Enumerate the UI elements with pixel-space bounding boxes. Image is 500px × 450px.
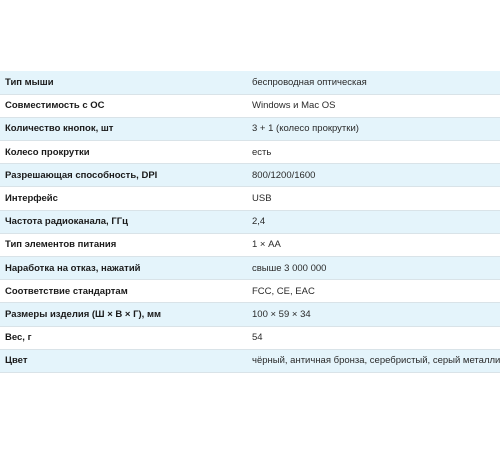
spec-value: USB [252,186,500,211]
spec-row-mouse-type: Тип мыши беспроводная оптическая [0,71,500,95]
spec-name: Частота радиоканала, ГГц [0,210,252,234]
spec-row-standards: Соответствие стандартам FCC, CE, EAC [0,279,500,304]
spec-row-radio-frequency: Частота радиоканала, ГГц 2,4 [0,210,500,234]
spec-name: Количество кнопок, шт [0,117,252,142]
spec-name: Размеры изделия (Ш × В × Г), мм [0,302,252,327]
spec-name: Соответствие стандартам [0,279,252,304]
spec-row-interface: Интерфейс USB [0,186,500,211]
spec-value: 800/1200/1600 [252,163,500,188]
specifications-table: Тип мыши беспроводная оптическая Совмест… [0,71,500,373]
spec-row-battery-type: Тип элементов питания 1 × АА [0,233,500,258]
specifications-body: Тип мыши беспроводная оптическая Совмест… [0,71,500,373]
spec-name: Разрешающая способность, DPI [0,163,252,188]
spec-value: FCC, CE, EAC [252,279,500,304]
spec-name: Совместимость с ОС [0,94,252,118]
spec-value: 1 × АА [252,233,500,258]
spec-row-weight: Вес, г 54 [0,326,500,350]
spec-name: Тип элементов питания [0,233,252,258]
spec-row-mtbf: Наработка на отказ, нажатий свыше 3 000 … [0,256,500,281]
spec-value: 2,4 [252,210,500,234]
spec-value: чёрный, античная бронза, серебристый, се… [252,349,500,373]
spec-row-button-count: Количество кнопок, шт 3 + 1 (колесо прок… [0,117,500,142]
spec-name: Колесо прокрутки [0,140,252,165]
spec-value: есть [252,140,500,165]
spec-name: Цвет [0,349,252,373]
spec-row-os-compatibility: Совместимость с ОС Windows и Mac OS [0,94,500,118]
spec-row-color: Цвет чёрный, античная бронза, серебристы… [0,349,500,373]
spec-name: Интерфейс [0,186,252,211]
spec-value: Windows и Mac OS [252,94,500,118]
spec-value: свыше 3 000 000 [252,256,500,281]
spec-name: Тип мыши [0,71,252,95]
spec-value: беспроводная оптическая [252,71,500,95]
spec-value: 3 + 1 (колесо прокрутки) [252,117,500,142]
spec-row-resolution: Разрешающая способность, DPI 800/1200/16… [0,163,500,188]
spec-value: 100 × 59 × 34 [252,302,500,327]
spec-name: Наработка на отказ, нажатий [0,256,252,281]
spec-row-scroll-wheel: Колесо прокрутки есть [0,140,500,165]
spec-name: Вес, г [0,326,252,350]
spec-row-dimensions: Размеры изделия (Ш × В × Г), мм 100 × 59… [0,302,500,327]
spec-value: 54 [252,326,500,350]
